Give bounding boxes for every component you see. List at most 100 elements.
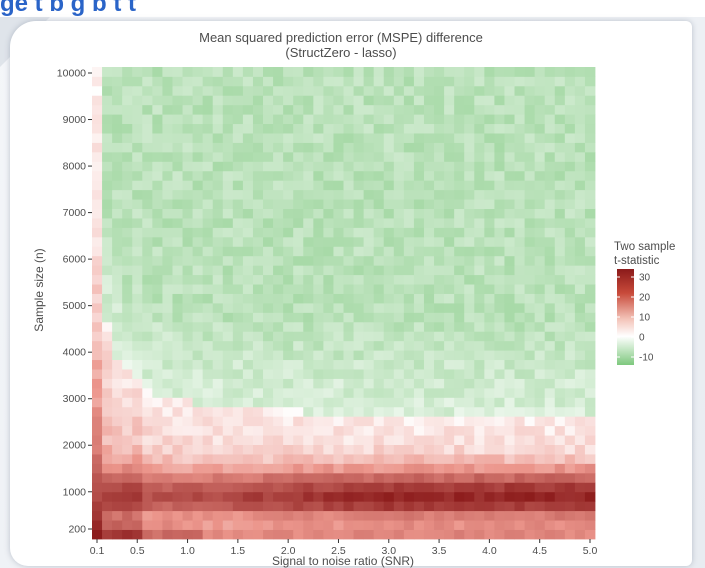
heatmap-cell	[232, 491, 244, 502]
heatmap-cell	[313, 491, 324, 502]
heatmap-cell	[534, 67, 546, 77]
heatmap-cell	[142, 454, 153, 464]
heatmap-cell	[122, 76, 133, 87]
heatmap-cell	[393, 312, 405, 323]
heatmap-cell	[484, 387, 495, 398]
heatmap-cell	[514, 208, 525, 219]
heatmap-cell	[353, 161, 365, 172]
heatmap-cell	[273, 397, 284, 408]
heatmap-cell	[112, 369, 123, 379]
heatmap-cell	[283, 151, 294, 162]
heatmap-cell	[393, 236, 405, 247]
heatmap-cell	[323, 369, 334, 379]
heatmap-cell	[162, 85, 173, 96]
heatmap-cell	[464, 67, 475, 77]
heatmap-cell	[162, 501, 173, 512]
heatmap-cell	[333, 133, 344, 143]
heatmap-cell	[232, 312, 244, 323]
heatmap-cell	[514, 161, 525, 172]
heatmap-cell	[484, 151, 495, 162]
heatmap-cell	[92, 255, 103, 266]
heatmap-cell	[92, 416, 103, 427]
heatmap-cell	[393, 114, 405, 125]
heatmap-cell	[403, 151, 415, 162]
heatmap-cell	[122, 67, 133, 77]
heatmap-cell	[574, 340, 586, 351]
heatmap-cell	[343, 123, 354, 134]
heatmap-cell	[383, 444, 395, 455]
heatmap-cell	[242, 76, 254, 87]
heatmap-cell	[484, 199, 495, 209]
heatmap-cell	[584, 189, 596, 200]
heatmap-cell	[504, 218, 515, 228]
heatmap-cell	[444, 378, 455, 389]
heatmap-cell	[584, 170, 596, 181]
heatmap-cell	[444, 303, 455, 313]
heatmap-cell	[353, 463, 365, 474]
heatmap-cell	[413, 501, 425, 512]
heatmap-cell	[263, 416, 274, 427]
heatmap-cell	[212, 435, 224, 445]
heatmap-cell	[192, 246, 204, 257]
heatmap-cell	[564, 303, 576, 313]
heatmap-cell	[534, 151, 546, 162]
heatmap-cell	[152, 501, 163, 512]
heatmap-cell	[102, 218, 113, 228]
heatmap-cell	[393, 350, 405, 361]
heatmap-cell	[273, 133, 284, 143]
heatmap-cell	[584, 284, 596, 294]
heatmap-cell	[252, 350, 264, 361]
heatmap-cell	[242, 104, 254, 115]
heatmap-cell	[484, 491, 495, 502]
heatmap-cell	[263, 312, 274, 323]
heatmap-cell	[192, 189, 204, 200]
heatmap-cell	[353, 510, 365, 521]
heatmap-cell	[222, 246, 234, 257]
heatmap-cell	[504, 76, 515, 87]
heatmap-cell	[484, 246, 495, 257]
heatmap-cell	[434, 350, 445, 361]
heatmap-cell	[474, 246, 485, 257]
heatmap-cell	[504, 199, 515, 209]
heatmap-cell	[413, 359, 425, 370]
heatmap-cell	[434, 425, 445, 436]
heatmap-cell	[474, 133, 485, 143]
heatmap-cell	[444, 114, 455, 125]
heatmap-cell	[232, 501, 244, 512]
heatmap-cell	[122, 104, 133, 115]
heatmap-cell	[212, 161, 224, 172]
heatmap-cell	[122, 331, 133, 342]
heatmap-cell	[172, 425, 183, 436]
heatmap-cell	[434, 397, 445, 408]
heatmap-cell	[494, 482, 505, 493]
heatmap-cell	[554, 435, 566, 445]
heatmap-cell	[484, 180, 495, 191]
heatmap-cell	[434, 359, 445, 370]
heatmap-cell	[252, 123, 264, 134]
heatmap-cell	[444, 133, 455, 143]
heatmap-cell	[273, 284, 284, 294]
heatmap-cell	[413, 378, 425, 389]
heatmap-cell	[293, 161, 304, 172]
heatmap-cell	[92, 454, 103, 464]
heatmap-cell	[363, 387, 375, 398]
heatmap-cell	[574, 255, 586, 266]
heatmap-cell	[444, 501, 455, 512]
heatmap-cell	[393, 406, 405, 417]
heatmap-cell	[222, 180, 234, 191]
heatmap-cell	[182, 387, 193, 398]
heatmap-cell	[383, 284, 395, 294]
heatmap-cell	[454, 406, 465, 417]
heatmap-cell	[172, 387, 183, 398]
heatmap-cell	[152, 142, 163, 153]
heatmap-cell	[263, 246, 274, 257]
heatmap-cell	[413, 510, 425, 521]
heatmap-cell	[564, 236, 576, 247]
heatmap-cell	[162, 123, 173, 134]
heatmap-cell	[444, 454, 455, 464]
heatmap-cell	[102, 142, 113, 153]
heatmap-cell	[112, 491, 123, 502]
heatmap-cell	[454, 520, 465, 530]
heatmap-cell	[474, 359, 485, 370]
